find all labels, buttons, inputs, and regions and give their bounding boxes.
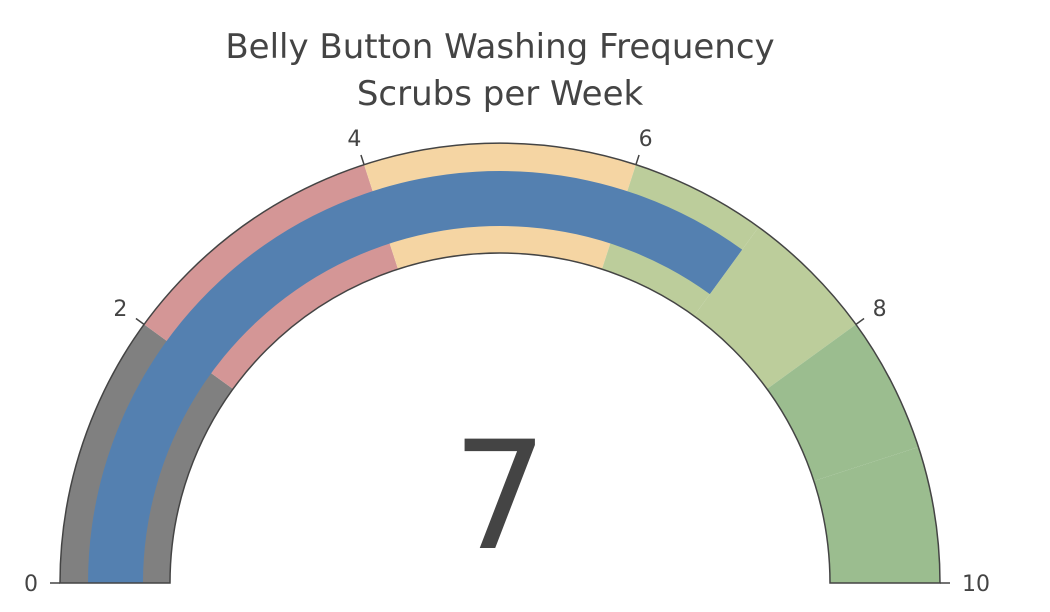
gauge-bar-layer: [88, 170, 743, 583]
gauge-tick-label: 8: [873, 297, 887, 322]
chart-title: Belly Button Washing Frequency: [225, 27, 775, 67]
gauge-tick-2: [135, 317, 145, 325]
gauge-tick-label: 2: [113, 297, 127, 322]
gauge-tick-8: [855, 317, 865, 325]
gauge-tick-label: 6: [639, 127, 653, 152]
gauge-value: 7: [452, 410, 547, 584]
gauge-tick-4: [360, 154, 365, 165]
gauge-border: [59, 142, 941, 584]
gauge-ticks: 0 2 4 6 8 10: [24, 127, 990, 597]
gauge-step-4: [693, 227, 856, 390]
gauge-tick-label: 10: [962, 572, 990, 597]
gauge-tick-label: 4: [347, 127, 361, 152]
gauge-step-6: [813, 447, 940, 583]
chart-subtitle: Scrubs per Week: [356, 74, 644, 114]
gauge-tick-label: 0: [24, 572, 38, 597]
gauge-outline: [59, 142, 941, 584]
gauge-tick-6: [635, 154, 640, 165]
gauge-value-bar: [88, 170, 743, 583]
